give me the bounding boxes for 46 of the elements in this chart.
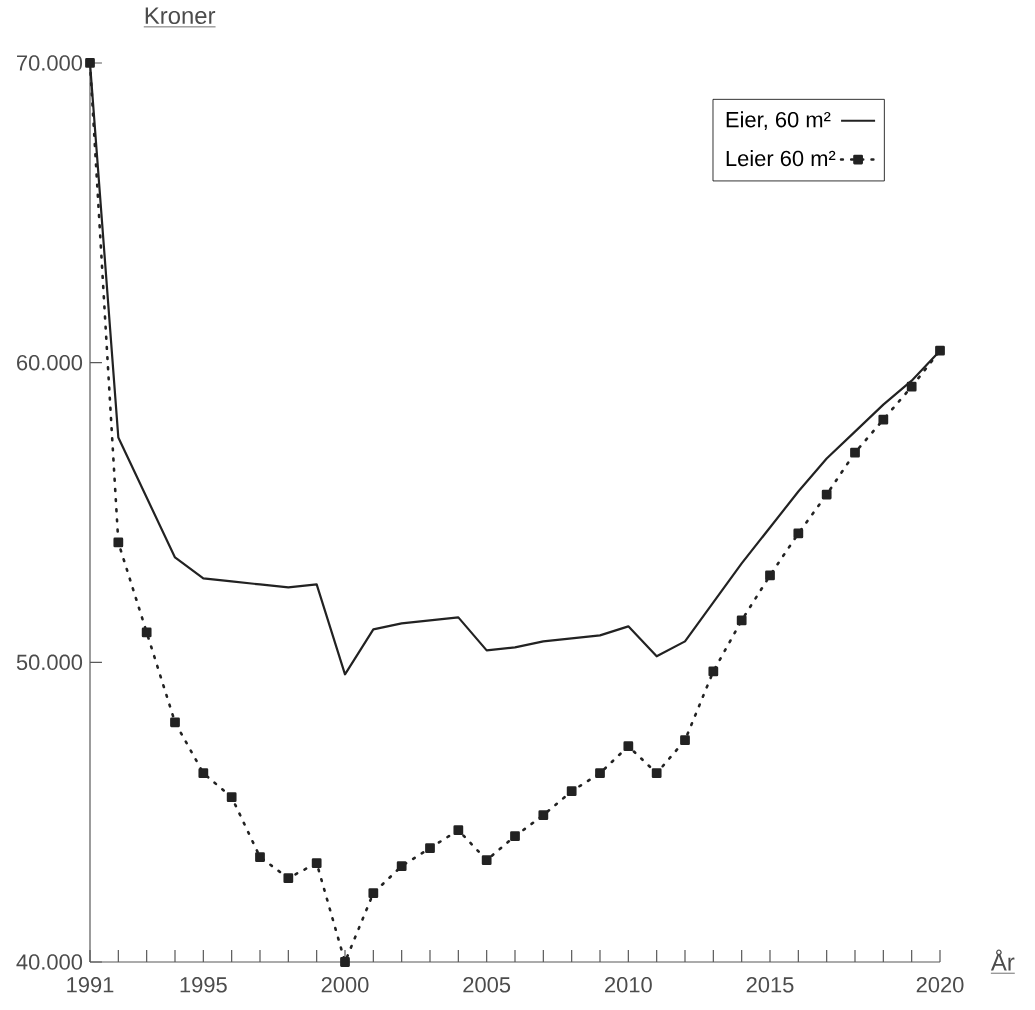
x-tick-label: 2005 xyxy=(463,977,511,993)
legend-label: Eier, 60 m² xyxy=(726,111,831,130)
point xyxy=(595,768,605,779)
point xyxy=(368,888,379,898)
point xyxy=(311,858,322,868)
x-tick-label: 2010 xyxy=(605,977,652,993)
point xyxy=(340,957,350,967)
x-tick-label: 1995 xyxy=(180,977,227,993)
point xyxy=(85,58,95,68)
point xyxy=(170,717,180,728)
y-tick-label: 40.000 xyxy=(16,954,83,970)
point xyxy=(708,666,719,677)
point xyxy=(226,792,237,803)
point xyxy=(793,528,804,539)
x-tick-label: 1991 xyxy=(67,977,114,993)
point xyxy=(623,741,634,752)
point xyxy=(255,852,265,862)
x-tick-label: 2020 xyxy=(916,977,964,993)
x-tick-label: 2015 xyxy=(746,977,794,993)
point xyxy=(850,447,860,458)
point xyxy=(878,414,889,425)
point xyxy=(821,489,832,500)
point xyxy=(453,825,464,836)
point xyxy=(566,786,577,797)
point xyxy=(283,873,294,883)
point xyxy=(481,855,492,865)
point xyxy=(141,627,152,638)
point xyxy=(680,735,690,746)
point xyxy=(651,768,662,779)
x-tick-label: 2000 xyxy=(321,977,369,993)
y-tick-label: 70.000 xyxy=(17,55,83,71)
point xyxy=(765,570,775,581)
y-tick-label: 60.000 xyxy=(17,354,83,371)
point xyxy=(198,768,209,779)
point xyxy=(396,861,407,871)
point xyxy=(935,345,945,356)
point xyxy=(736,615,747,626)
point xyxy=(425,843,435,854)
y-axis-title: Kroner xyxy=(145,7,216,25)
point xyxy=(113,537,124,548)
point xyxy=(538,810,549,821)
y-tick-label: 50.000 xyxy=(16,654,83,671)
point xyxy=(906,381,917,392)
legend-label: Leier 60 m² xyxy=(726,150,836,167)
x-axis-title: År xyxy=(990,949,1015,971)
point xyxy=(510,831,520,842)
